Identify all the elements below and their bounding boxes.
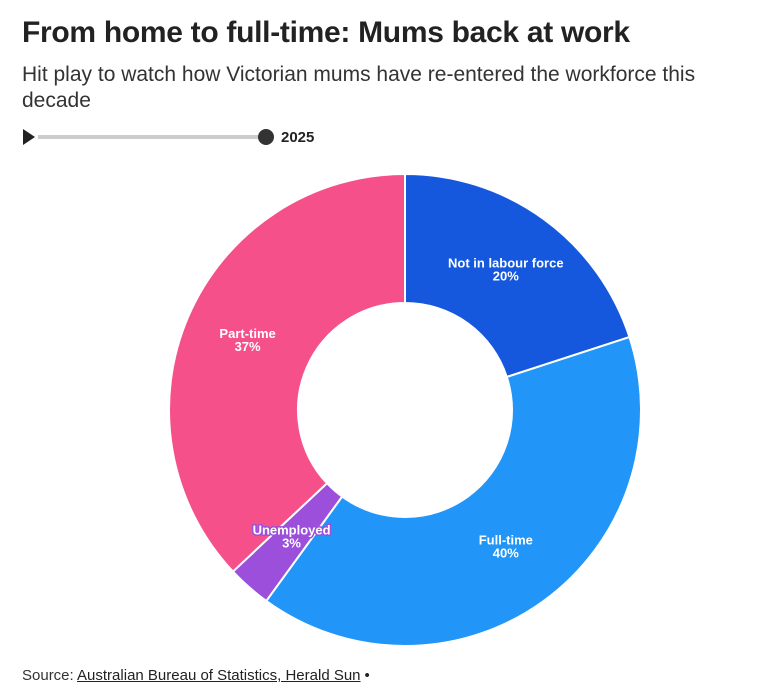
slice-label: Full-time 40% [479, 533, 533, 561]
category-label: Unemployed [253, 523, 331, 538]
value-label: 40% [493, 546, 519, 561]
donut-slice [168, 173, 406, 573]
slider-knob[interactable] [258, 129, 274, 145]
chart-subtitle: Hit play to watch how Victorian mums hav… [22, 63, 696, 112]
source-prefix: Source: [22, 667, 74, 684]
source: Source: Australian Bureau of Statistics,… [22, 667, 370, 684]
slice-label: Not in labour force 20% [448, 256, 564, 284]
slice-label: Unemployed 3% [253, 523, 331, 551]
category-label: Not in labour force [448, 256, 564, 271]
value-label: 20% [493, 269, 519, 284]
play-button[interactable] [23, 129, 35, 145]
category-label: Full-time [479, 533, 533, 548]
chart-title: From home to full-time: Mums back at wor… [22, 16, 630, 49]
value-label: 37% [235, 339, 261, 354]
slice-label: Part-time 37% [219, 326, 275, 354]
slider-label: 2025 [281, 129, 314, 146]
chart: 2025 Not in labour force 20% Full-time 40% U… [23, 129, 642, 647]
category-label: Part-time [219, 326, 275, 341]
donut-slice [265, 336, 642, 647]
source-link[interactable]: Australian Bureau of Statistics, Herald … [77, 667, 370, 684]
value-label: 3% [282, 536, 301, 551]
donut-slice [404, 173, 631, 378]
